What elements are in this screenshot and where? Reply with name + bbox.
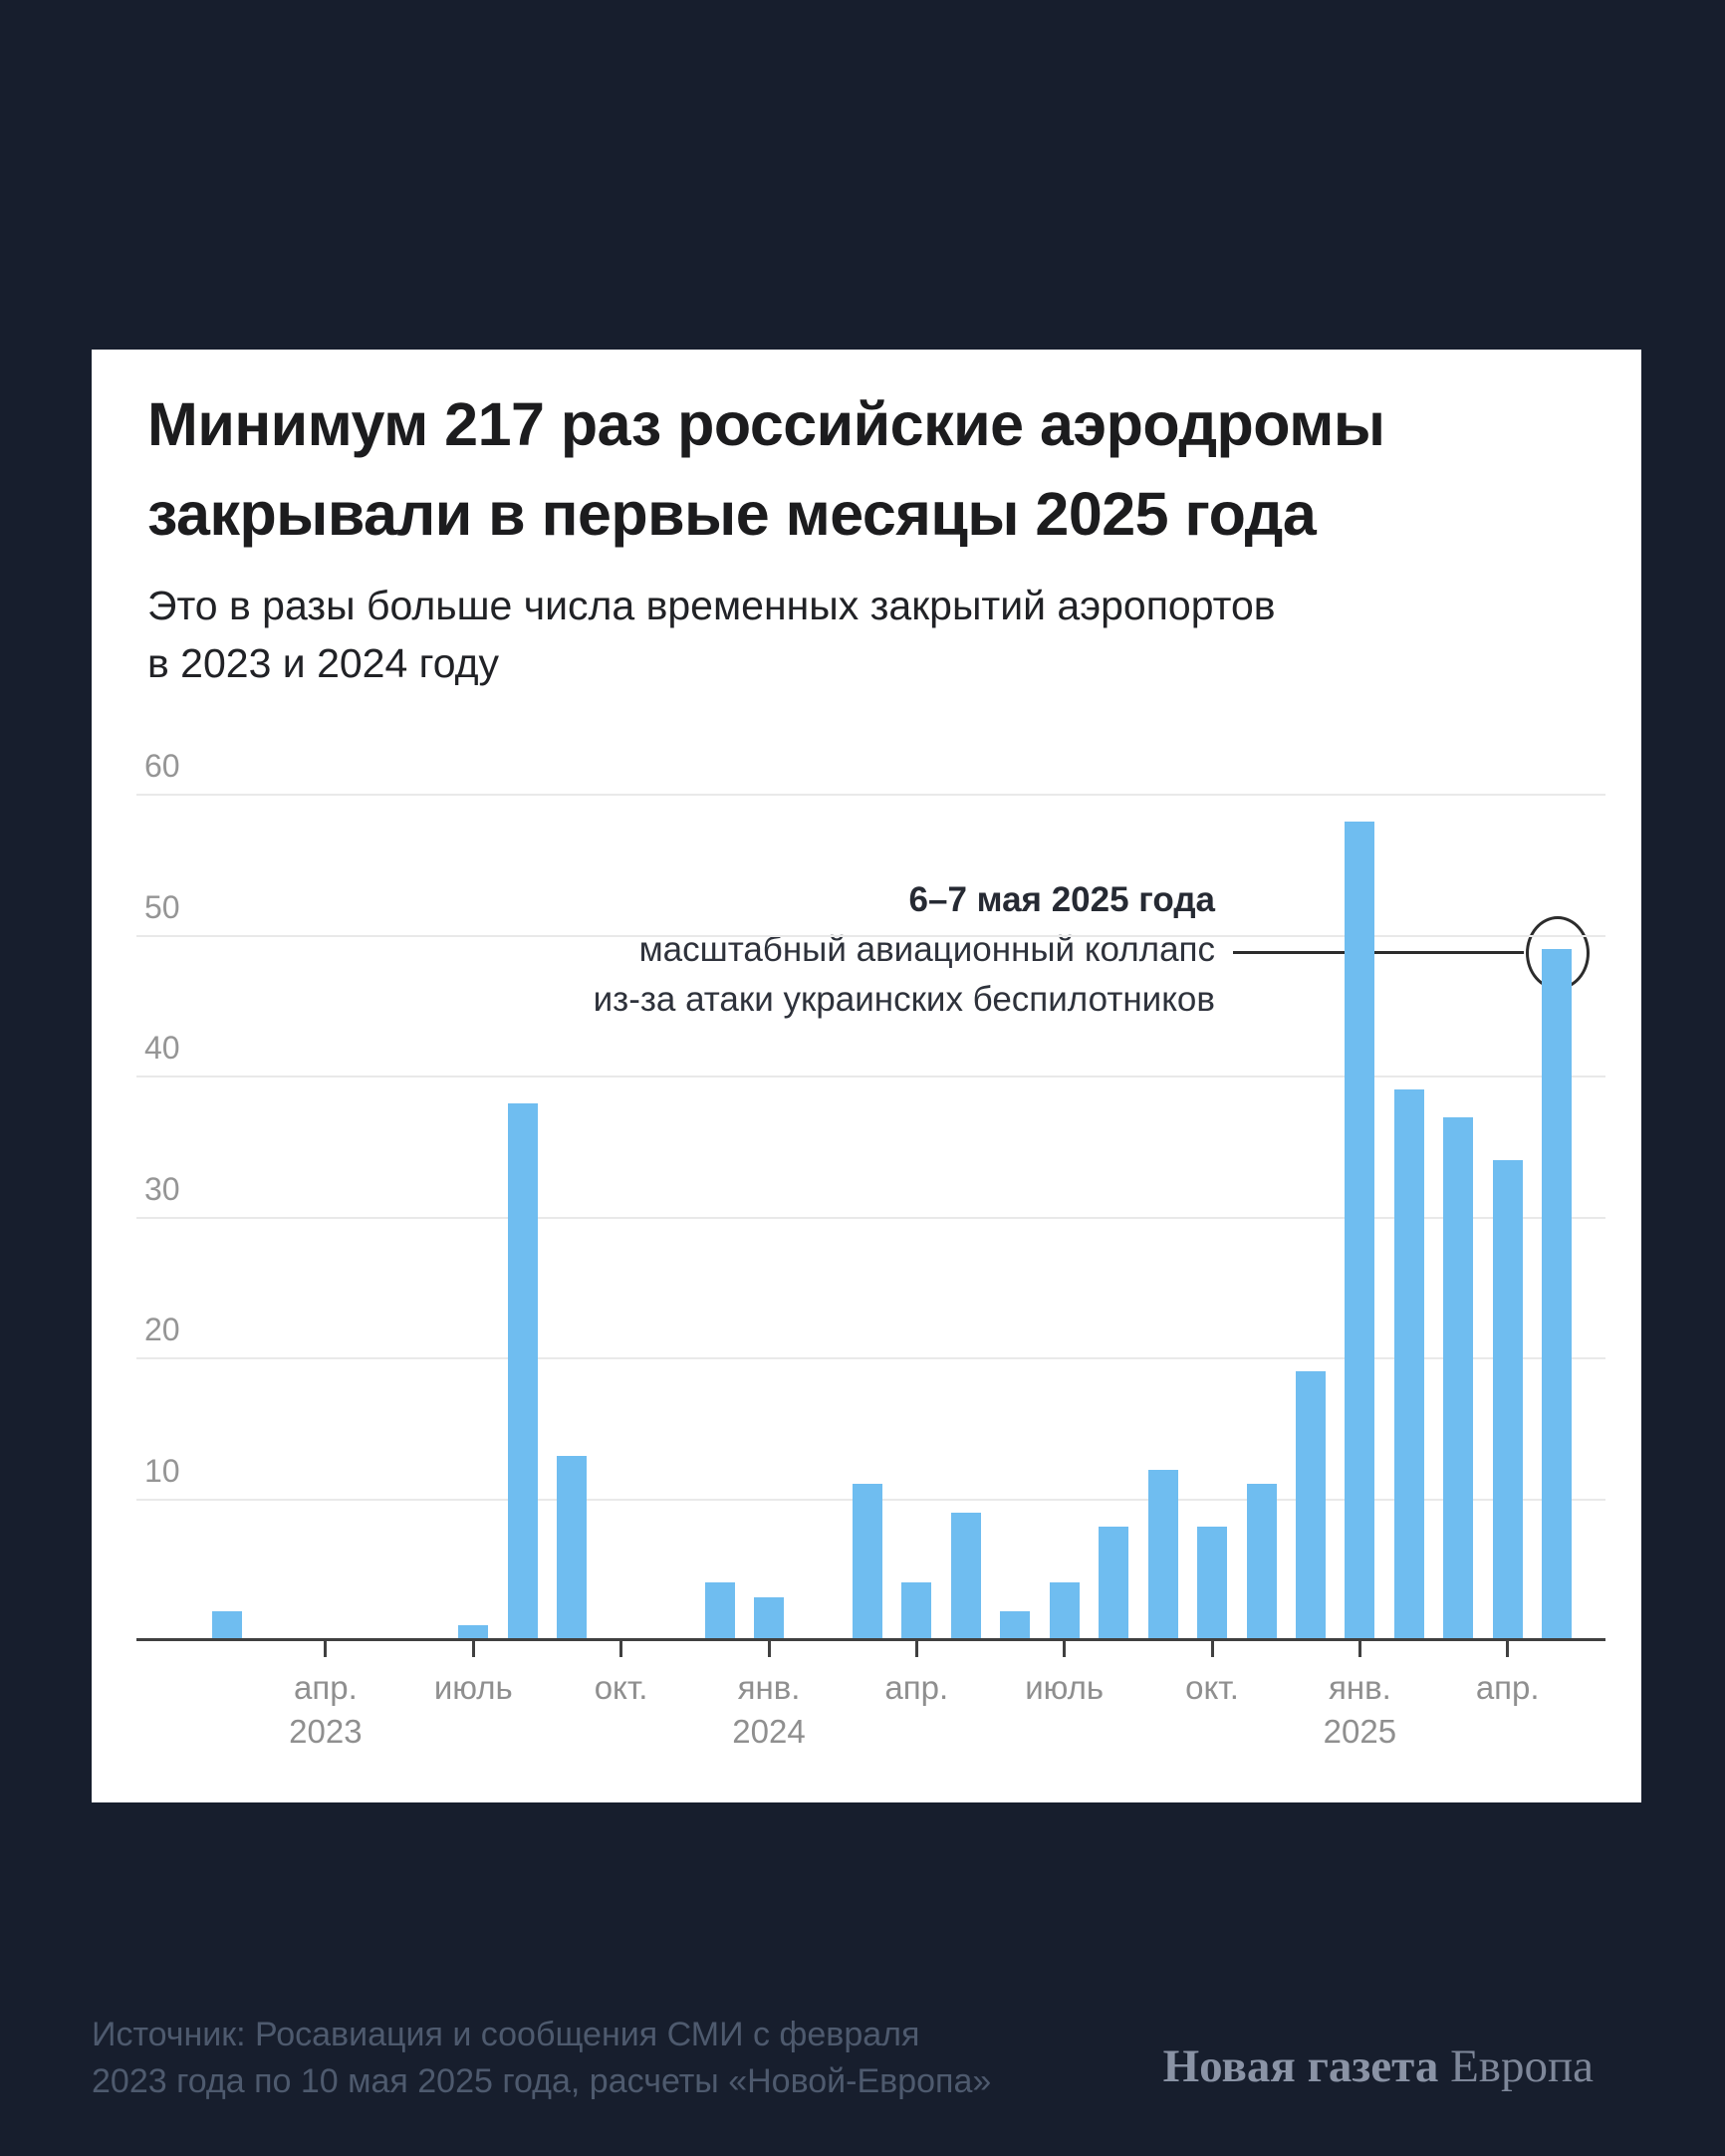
chart-title-line1: Минимум 217 раз российские аэродромы — [147, 390, 1385, 458]
bar-апр. 2025 — [1492, 1159, 1523, 1639]
bar-июль 2024 — [1049, 1582, 1080, 1639]
bar-янв. 2025 — [1345, 822, 1375, 1639]
bar-сент. 2023 — [557, 1456, 588, 1639]
y-axis-label-30: 30 — [144, 1170, 180, 1207]
x-tick-апр. 2023 — [324, 1641, 328, 1657]
annotation-connector-line — [1233, 951, 1524, 954]
bar-сент. 2024 — [1147, 1470, 1178, 1639]
x-tick-янв. 2025 — [1357, 1641, 1361, 1657]
source-note: Источник: Росавиация и сообщения СМИ с ф… — [92, 2012, 991, 2105]
bar-авг. 2024 — [1099, 1526, 1129, 1639]
bar-июль 2023 — [458, 1624, 489, 1639]
y-axis-label-40: 40 — [144, 1030, 180, 1066]
source-line1: Источник: Росавиация и сообщения СМИ с ф… — [92, 2016, 920, 2053]
chart-title: Минимум 217 раз российские аэродромы закр… — [147, 379, 1602, 559]
bar-янв. 2024 — [754, 1596, 784, 1639]
bar-дек. 2023 — [704, 1582, 735, 1639]
x-tick-окт. 2024 — [1210, 1641, 1214, 1657]
x-tick-label-июль 2024: июль — [1025, 1669, 1105, 1706]
y-axis-label-20: 20 — [144, 1312, 180, 1347]
novaya-gazeta-europe-logo: Новая газета Европа — [1163, 2039, 1594, 2093]
bar-февр. 2025 — [1393, 1089, 1424, 1639]
x-tick-label-окт. 2023: окт. — [594, 1669, 648, 1706]
annotation-text-line3: из-за атаки украинских беспилотников — [593, 980, 1215, 1019]
x-tick-label-апр. 2024: апр. — [884, 1669, 949, 1706]
logo-regular-part: Европа — [1450, 2040, 1594, 2092]
bar-май 2024 — [950, 1512, 981, 1640]
gridline-40 — [136, 1076, 1605, 1078]
x-tick-апр. 2025 — [1506, 1641, 1510, 1657]
bar-март 2025 — [1443, 1117, 1474, 1639]
x-tick-июль 2024 — [1063, 1641, 1067, 1657]
annotation-callout: 6–7 мая 2025 года масштабный авиационный… — [594, 875, 1215, 1025]
x-axis-line — [136, 1638, 1605, 1641]
bar-февр. 2023 — [212, 1610, 242, 1639]
y-axis-label-50: 50 — [144, 888, 180, 925]
chart-subtitle: Это в разы больше числа временных закрыт… — [147, 577, 1602, 692]
gridline-30 — [136, 1216, 1605, 1219]
x-tick-окт. 2023 — [619, 1641, 623, 1657]
x-tick-label-июль 2023: июль — [433, 1669, 513, 1706]
bar-нояб. 2024 — [1246, 1484, 1277, 1639]
source-line2: 2023 года по 10 мая 2025 года, расчеты «… — [92, 2062, 992, 2100]
bar-март 2024 — [852, 1484, 882, 1639]
x-tick-label-янв. 2024: янв. 2024 — [732, 1669, 806, 1750]
x-tick-label-апр. 2025: апр. — [1475, 1669, 1540, 1706]
gridline-50 — [136, 934, 1605, 937]
chart-card: Минимум 217 раз российские аэродромы закр… — [92, 350, 1641, 1802]
annotation-date: 6–7 мая 2025 года — [908, 880, 1215, 919]
x-tick-апр. 2024 — [914, 1641, 918, 1657]
bar-авг. 2023 — [507, 1103, 538, 1639]
x-tick-label-окт. 2024: окт. — [1185, 1669, 1239, 1706]
chart-title-line2: закрывали в первые месяцы 2025 года — [147, 480, 1317, 548]
bar-окт. 2024 — [1197, 1526, 1227, 1639]
logo-bold-part: Новая газета — [1162, 2040, 1439, 2092]
x-tick-label-апр. 2023: апр. 2023 — [289, 1669, 363, 1750]
gridline-60 — [136, 794, 1605, 796]
y-axis-label-60: 60 — [144, 748, 180, 784]
x-tick-label-янв. 2025: янв. 2025 — [1323, 1669, 1397, 1750]
bar-апр. 2024 — [901, 1582, 932, 1639]
bar-июнь 2024 — [1000, 1610, 1031, 1639]
y-axis-label-10: 10 — [144, 1452, 180, 1489]
bar-май 2025 — [1542, 948, 1573, 1639]
chart-subtitle-line1: Это в разы больше числа временных закрыт… — [147, 583, 1276, 628]
annotation-text-line2: масштабный авиационный коллапс — [638, 930, 1215, 969]
chart-subtitle-line2: в 2023 и 2024 году — [147, 640, 500, 686]
bar-chart-plot-area: 6–7 мая 2025 года масштабный авиационный… — [92, 350, 1641, 1802]
gridline-20 — [136, 1357, 1605, 1359]
x-tick-янв. 2024 — [767, 1641, 771, 1657]
x-tick-июль 2023 — [471, 1641, 475, 1657]
bar-дек. 2024 — [1295, 1371, 1326, 1640]
